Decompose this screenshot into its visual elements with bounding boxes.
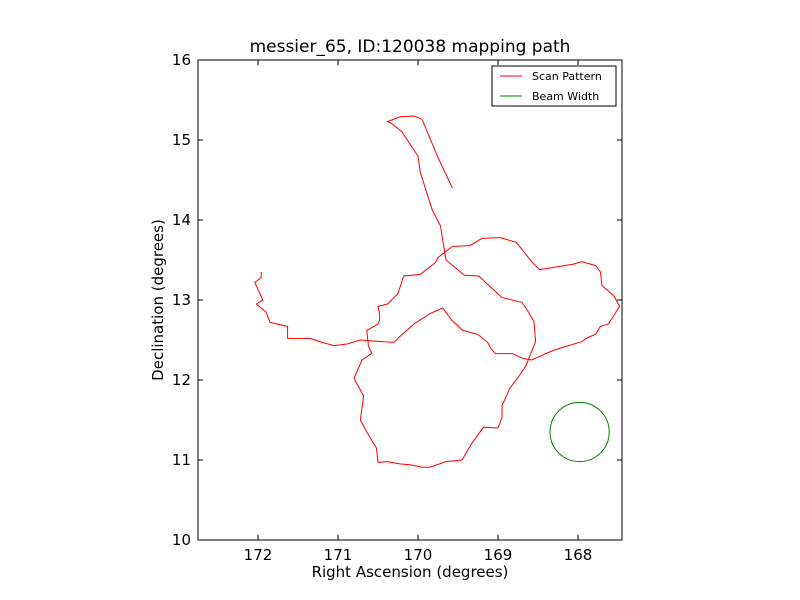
y-tick-label: 10: [172, 531, 191, 549]
axis-ticks: 172 171 170 169 168 10 11 12 13 14 15 16: [172, 51, 622, 564]
y-axis-label: Declination (degrees): [149, 219, 167, 381]
x-tick-label: 172: [244, 546, 273, 564]
x-tick-label: 170: [404, 546, 433, 564]
y-tick-label: 16: [172, 51, 191, 69]
y-tick-label: 15: [172, 131, 191, 149]
y-tick-label: 12: [172, 371, 191, 389]
legend-box: [491, 65, 617, 107]
legend: Scan Pattern Beam Width: [491, 65, 617, 107]
x-tick-label: 168: [564, 546, 593, 564]
chart-title: messier_65, ID:120038 mapping path: [250, 37, 571, 57]
legend-label-beam-width: Beam Width: [532, 90, 599, 103]
legend-label-scan-pattern: Scan Pattern: [532, 70, 602, 83]
x-tick-label: 171: [324, 546, 353, 564]
series-line-scan-pattern: [254, 115, 621, 468]
y-tick-label: 14: [172, 211, 191, 229]
y-tick-label: 11: [172, 451, 191, 469]
axes-frame: [197, 59, 623, 541]
y-tick-label: 13: [172, 291, 191, 309]
series-circle-beam-width: [549, 401, 610, 463]
x-axis-label: Right Ascension (degrees): [312, 563, 509, 581]
plot-area: [254, 115, 621, 468]
x-tick-label: 169: [484, 546, 513, 564]
